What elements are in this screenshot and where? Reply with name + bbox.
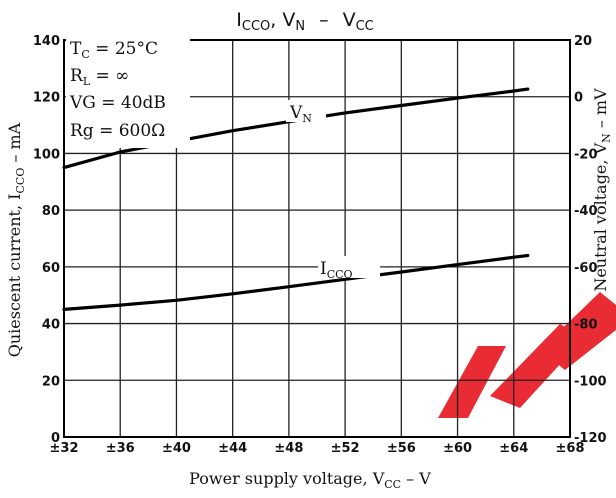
y-right-tick-label: -100 [574,374,607,389]
y-right-tick-label: -40 [574,204,598,219]
condition-line: Rg = 600Ω [70,121,165,141]
x-tick-label: ±52 [331,441,360,456]
y-left-tick-label: 20 [42,374,60,389]
x-tick-label: ±40 [162,441,191,456]
y-right-tick-label: -80 [574,318,598,333]
condition-line: RL = ∞ [70,66,129,88]
x-axis-title: Power supply voltage, VCC – V [189,469,431,491]
svg-text:VN: VN [289,103,312,125]
y-right-tick-label: -120 [574,431,607,446]
y-left-tick-label: 140 [33,34,60,49]
y-right-tick-label: -20 [574,147,598,162]
y-left-tick-label: 40 [42,318,60,333]
x-tick-label: ±56 [387,441,416,456]
x-tick-label: ±36 [106,441,135,456]
watermark-stroke-3 [540,292,616,370]
y-axis-right-title: Neutral voltage, VN – mV [591,88,613,292]
y-right-tick-label: 0 [574,91,583,106]
conditions-box: TC = 25°C RL = ∞ VG = 40dB Rg = 600Ω [66,38,190,148]
x-tick-label: ±64 [499,441,528,456]
condition-line: VG = 40dB [69,93,166,113]
condition-line: TC = 25°C [70,39,158,61]
tick-labels: ±32 ±36 ±40 ±44 ±48 ±52 ±56 ±60 ±64 ±68 0 -120 20 -10… [33,34,607,456]
y-left-tick-label: 100 [33,147,60,162]
series-label-vn: VN [286,100,326,125]
plot-frame [63,39,571,438]
x-tick-label: ±48 [274,441,303,456]
chart-title: ICCO, VN – VCC [236,9,373,34]
series-label-icco: ICCO [318,256,380,281]
y-left-tick-label: 0 [51,431,60,446]
y-left-tick-label: 80 [42,204,60,219]
svg-text:ICCO: ICCO [320,259,353,281]
series-line-icco [62,253,530,311]
watermark-stroke-1 [438,346,506,418]
x-tick-label: ±32 [50,441,79,456]
y-left-tick-label: 120 [33,91,60,106]
y-right-tick-label: 20 [574,34,592,49]
x-tick-label: ±44 [218,441,247,456]
watermark [438,292,616,418]
y-right-tick-label: -60 [574,261,598,276]
x-tick-label: ±68 [556,441,585,456]
x-tick-label: ±60 [443,441,472,456]
y-left-tick-label: 60 [42,261,60,276]
y-axis-left-title: Quiescent current, ICCO – mA [5,122,27,357]
